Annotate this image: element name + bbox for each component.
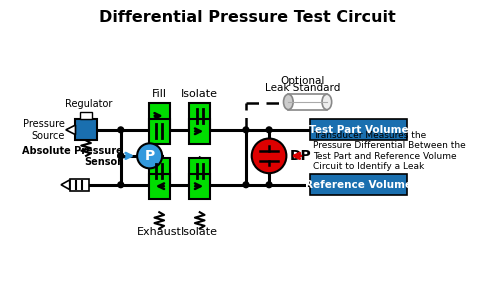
Circle shape bbox=[118, 153, 124, 159]
Bar bbox=[148, 103, 170, 128]
Bar bbox=[189, 119, 210, 144]
Text: Isolate: Isolate bbox=[181, 227, 218, 237]
Text: Exhaust: Exhaust bbox=[137, 227, 182, 237]
Circle shape bbox=[118, 182, 124, 188]
Text: Sensor: Sensor bbox=[84, 157, 122, 167]
Circle shape bbox=[252, 139, 286, 173]
Text: Reference Volume: Reference Volume bbox=[305, 180, 412, 190]
Bar bbox=[310, 174, 407, 195]
Bar bbox=[189, 103, 210, 128]
Text: Fill: Fill bbox=[152, 89, 167, 99]
Text: Regulator: Regulator bbox=[66, 99, 112, 109]
Text: Isolate: Isolate bbox=[181, 89, 218, 99]
Bar bbox=[76, 119, 96, 140]
Bar bbox=[189, 174, 210, 199]
Bar bbox=[189, 158, 210, 183]
Text: Pressure
Source: Pressure Source bbox=[23, 119, 65, 141]
Bar bbox=[148, 174, 170, 199]
Text: Differential Pressure Test Circuit: Differential Pressure Test Circuit bbox=[100, 10, 396, 25]
Circle shape bbox=[137, 143, 162, 168]
Polygon shape bbox=[61, 180, 70, 190]
Text: Test Part Volume: Test Part Volume bbox=[309, 125, 408, 135]
Circle shape bbox=[266, 182, 272, 188]
Text: Optional: Optional bbox=[280, 76, 325, 86]
Circle shape bbox=[266, 127, 272, 133]
Bar bbox=[70, 179, 89, 191]
Bar bbox=[288, 94, 327, 110]
Text: Leak Standard: Leak Standard bbox=[265, 83, 340, 93]
Circle shape bbox=[118, 127, 124, 133]
Ellipse shape bbox=[284, 94, 293, 110]
Circle shape bbox=[118, 153, 124, 159]
Text: Transducer Measures the
Pressure Differential Between the
Test Part and Referenc: Transducer Measures the Pressure Differe… bbox=[314, 131, 466, 171]
Bar bbox=[148, 119, 170, 144]
Text: DP: DP bbox=[290, 149, 312, 163]
Bar bbox=[310, 119, 407, 140]
Ellipse shape bbox=[322, 94, 332, 110]
Polygon shape bbox=[66, 125, 76, 135]
Circle shape bbox=[243, 127, 249, 133]
Circle shape bbox=[243, 182, 249, 188]
Bar bbox=[148, 158, 170, 183]
Text: Absolute Pressure: Absolute Pressure bbox=[22, 146, 122, 156]
Bar bbox=[80, 112, 92, 119]
Text: P: P bbox=[144, 149, 155, 163]
